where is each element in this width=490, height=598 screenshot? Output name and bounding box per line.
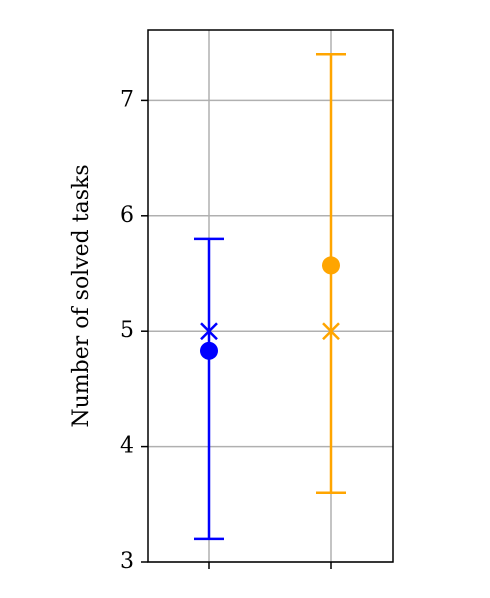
median-marker [200, 322, 218, 341]
y-axis-label: Number of solved tasks [69, 164, 94, 427]
y-tick-label: 6 [120, 203, 134, 228]
plot-frame [147, 29, 394, 563]
mean-marker [200, 341, 218, 360]
y-tick-label: 3 [120, 549, 134, 574]
mean-marker [322, 256, 340, 275]
y-tick-label: 4 [120, 434, 134, 459]
y-tick-label: 7 [120, 87, 134, 112]
median-marker [322, 322, 340, 341]
y-tick-label: 5 [120, 318, 134, 343]
